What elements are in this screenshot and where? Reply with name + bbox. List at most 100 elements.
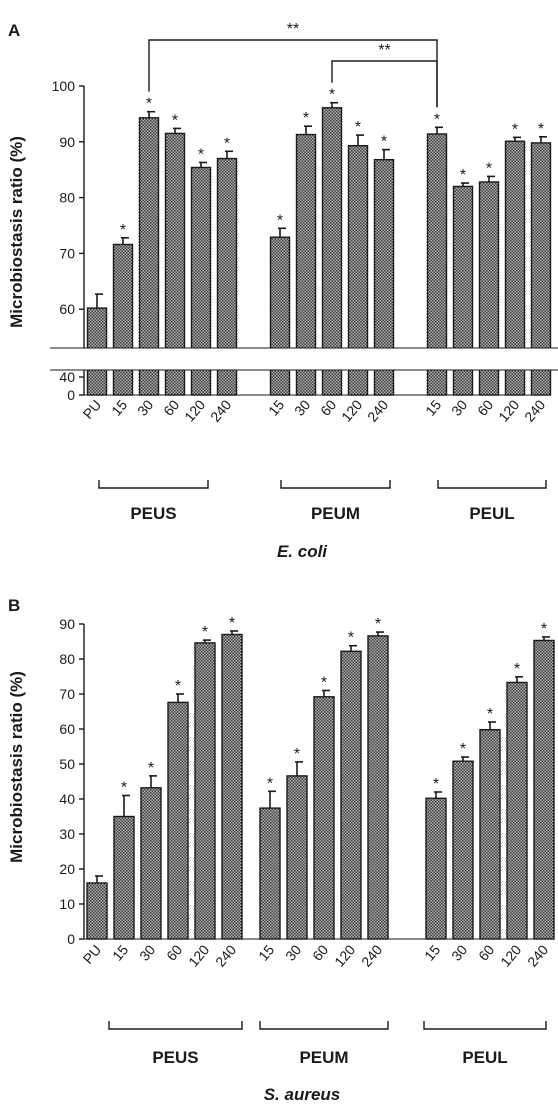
panel-b-x-tick-label: 60 [309, 941, 331, 963]
panel-a-comparison-bracket [331, 60, 438, 108]
panel-b-group-bracket [259, 1021, 389, 1030]
panel-b-y-tick-label: 40 [59, 791, 75, 807]
panel-a-bar [269, 236, 291, 396]
panel-b-chart: PU * 15 * 30 * 60 * 120 * 240 * 15 * 30 * 60 * 120 * 240 * 15 *… [59, 615, 555, 1067]
panel-b-significance-star: * [121, 780, 127, 797]
panel-b-significance-star: * [541, 621, 547, 638]
panel-b-group-bracket [423, 1021, 547, 1030]
panel-b-x-tick-label: 120 [185, 941, 212, 969]
panel-b-ylabel: Microbiostasis ratio (%) [7, 671, 26, 863]
panel-a-x-tick-label: 15 [108, 396, 130, 418]
panel-a-bar [112, 243, 134, 396]
panel-b-bar [479, 729, 501, 940]
panel-b-significance-star: * [267, 775, 273, 792]
panel-b-x-tick-label: 120 [497, 941, 524, 969]
panel-b-significance-star: * [433, 776, 439, 793]
panel-a-y-tick-label: 70 [59, 245, 75, 261]
panel-a-group-label: PEUL [469, 504, 514, 523]
panel-a-x-tick-label: 30 [291, 396, 313, 418]
panel-a-comparison-bracket [148, 39, 438, 108]
panel-b-y-tick-label: 50 [59, 756, 75, 772]
panel-a-significance-star: * [224, 135, 230, 152]
panel-b-x-tick-label: PU [80, 942, 105, 967]
panel-b-bar [286, 775, 308, 940]
panel-b-group-bracket [108, 1021, 243, 1030]
panel-a-x-tick-label: 240 [364, 396, 391, 424]
panel-b-significance-star: * [321, 675, 327, 692]
panel-b-significance-star: * [487, 706, 493, 723]
panel-a-x-tick-label: PU [80, 397, 105, 422]
panel-a-significance-star: * [434, 111, 440, 128]
panel-a-x-tick-label: 15 [265, 396, 287, 418]
panel-a-significance-star: * [460, 167, 466, 184]
panel-b-bar [425, 797, 447, 940]
panel-a-x-tick-label: 30 [448, 396, 470, 418]
panel-b-x-tick-label: 120 [331, 941, 358, 969]
panel-b-letter: B [8, 596, 20, 615]
panel-a-x-tick-label: 60 [160, 396, 182, 418]
panel-b-y-tick-label: 80 [59, 651, 75, 667]
panel-a-group-bracket [98, 480, 209, 489]
panel-b-significance-star: * [348, 630, 354, 647]
panel-b-group-label: PEUS [152, 1048, 198, 1067]
panel-a-significance-star: * [120, 222, 126, 239]
panel-a-y-tick-label: 80 [59, 190, 75, 206]
panel-a-significance-star: * [355, 119, 361, 136]
panel-b-x-tick-label: 15 [255, 941, 277, 963]
panel-b-bar [452, 760, 474, 940]
panel-a-significance-star: * [277, 212, 283, 229]
panel-a-x-tick-label: 15 [422, 396, 444, 418]
panel-a-y-tick-label: 100 [52, 78, 76, 94]
panel-b-significance-star: * [229, 615, 235, 632]
panel-a-axis-break [0, 348, 558, 370]
panel-a-letter: A [8, 21, 20, 40]
panel-b-significance-star: * [460, 741, 466, 758]
panel-a-significance-star: * [381, 134, 387, 151]
panel-a-significance-star: * [303, 110, 309, 127]
panel-b-x-tick-label: 30 [136, 941, 158, 963]
panel-a-group-label: PEUM [311, 504, 360, 523]
panel-b-y-tick-label: 20 [59, 861, 75, 877]
panel-b-bar [313, 696, 335, 940]
panel-b-significance-star: * [294, 746, 300, 763]
panel-a-group-bracket [280, 480, 391, 489]
panel-a-significance-star: * [486, 160, 492, 177]
panel-b-significance-star: * [202, 624, 208, 641]
panel-b-bar [533, 639, 555, 940]
panel-b-significance-star: * [148, 760, 154, 777]
panel-b-bar [259, 807, 281, 940]
panel-b-bar [194, 642, 216, 940]
panel-b-significance-star: * [375, 616, 381, 633]
panel-a-significance-star: * [146, 96, 152, 113]
panel-b-bar [113, 815, 135, 940]
panel-a-ylabel: Microbiostasis ratio (%) [7, 136, 26, 328]
panel-b-bar [367, 635, 389, 940]
panel-b-x-tick-label: 15 [109, 941, 131, 963]
panel-b-significance-star: * [175, 678, 181, 695]
panel-a-x-tick-label: 240 [207, 396, 234, 424]
panel-a-x-tick-label: 30 [134, 396, 156, 418]
panel-a-x-tick-label: 120 [338, 396, 365, 424]
panel-a-y-tick-label: 40 [59, 369, 75, 385]
panel-b-y-tick-label: 30 [59, 826, 75, 842]
panel-a-x-tick-label: 120 [181, 396, 208, 424]
panel-a-y-tick-label: 0 [67, 387, 75, 403]
panel-a-y-tick-label: 60 [59, 301, 75, 317]
panel-a-organism: E. coli [277, 542, 328, 561]
panel-b-organism: S. aureus [264, 1085, 341, 1104]
panel-b-y-tick-label: 70 [59, 686, 75, 702]
panel-b-bar [340, 650, 362, 940]
panel-a-x-tick-label: 240 [521, 396, 548, 424]
panel-b-x-tick-label: 240 [358, 941, 385, 969]
panel-a-group-label: PEUS [130, 504, 176, 523]
panel-b-y-tick-label: 0 [67, 931, 75, 947]
panel-a-group-bracket [437, 480, 547, 489]
panel-a-comparison-label: ** [287, 21, 299, 38]
panel-b-x-tick-label: 240 [212, 941, 239, 969]
panel-b-y-tick-label: 60 [59, 721, 75, 737]
panel-a-x-tick-label: 60 [474, 396, 496, 418]
panel-b-x-tick-label: 30 [448, 941, 470, 963]
panel-b-bar [140, 787, 162, 940]
panel-a-significance-star: * [198, 146, 204, 163]
